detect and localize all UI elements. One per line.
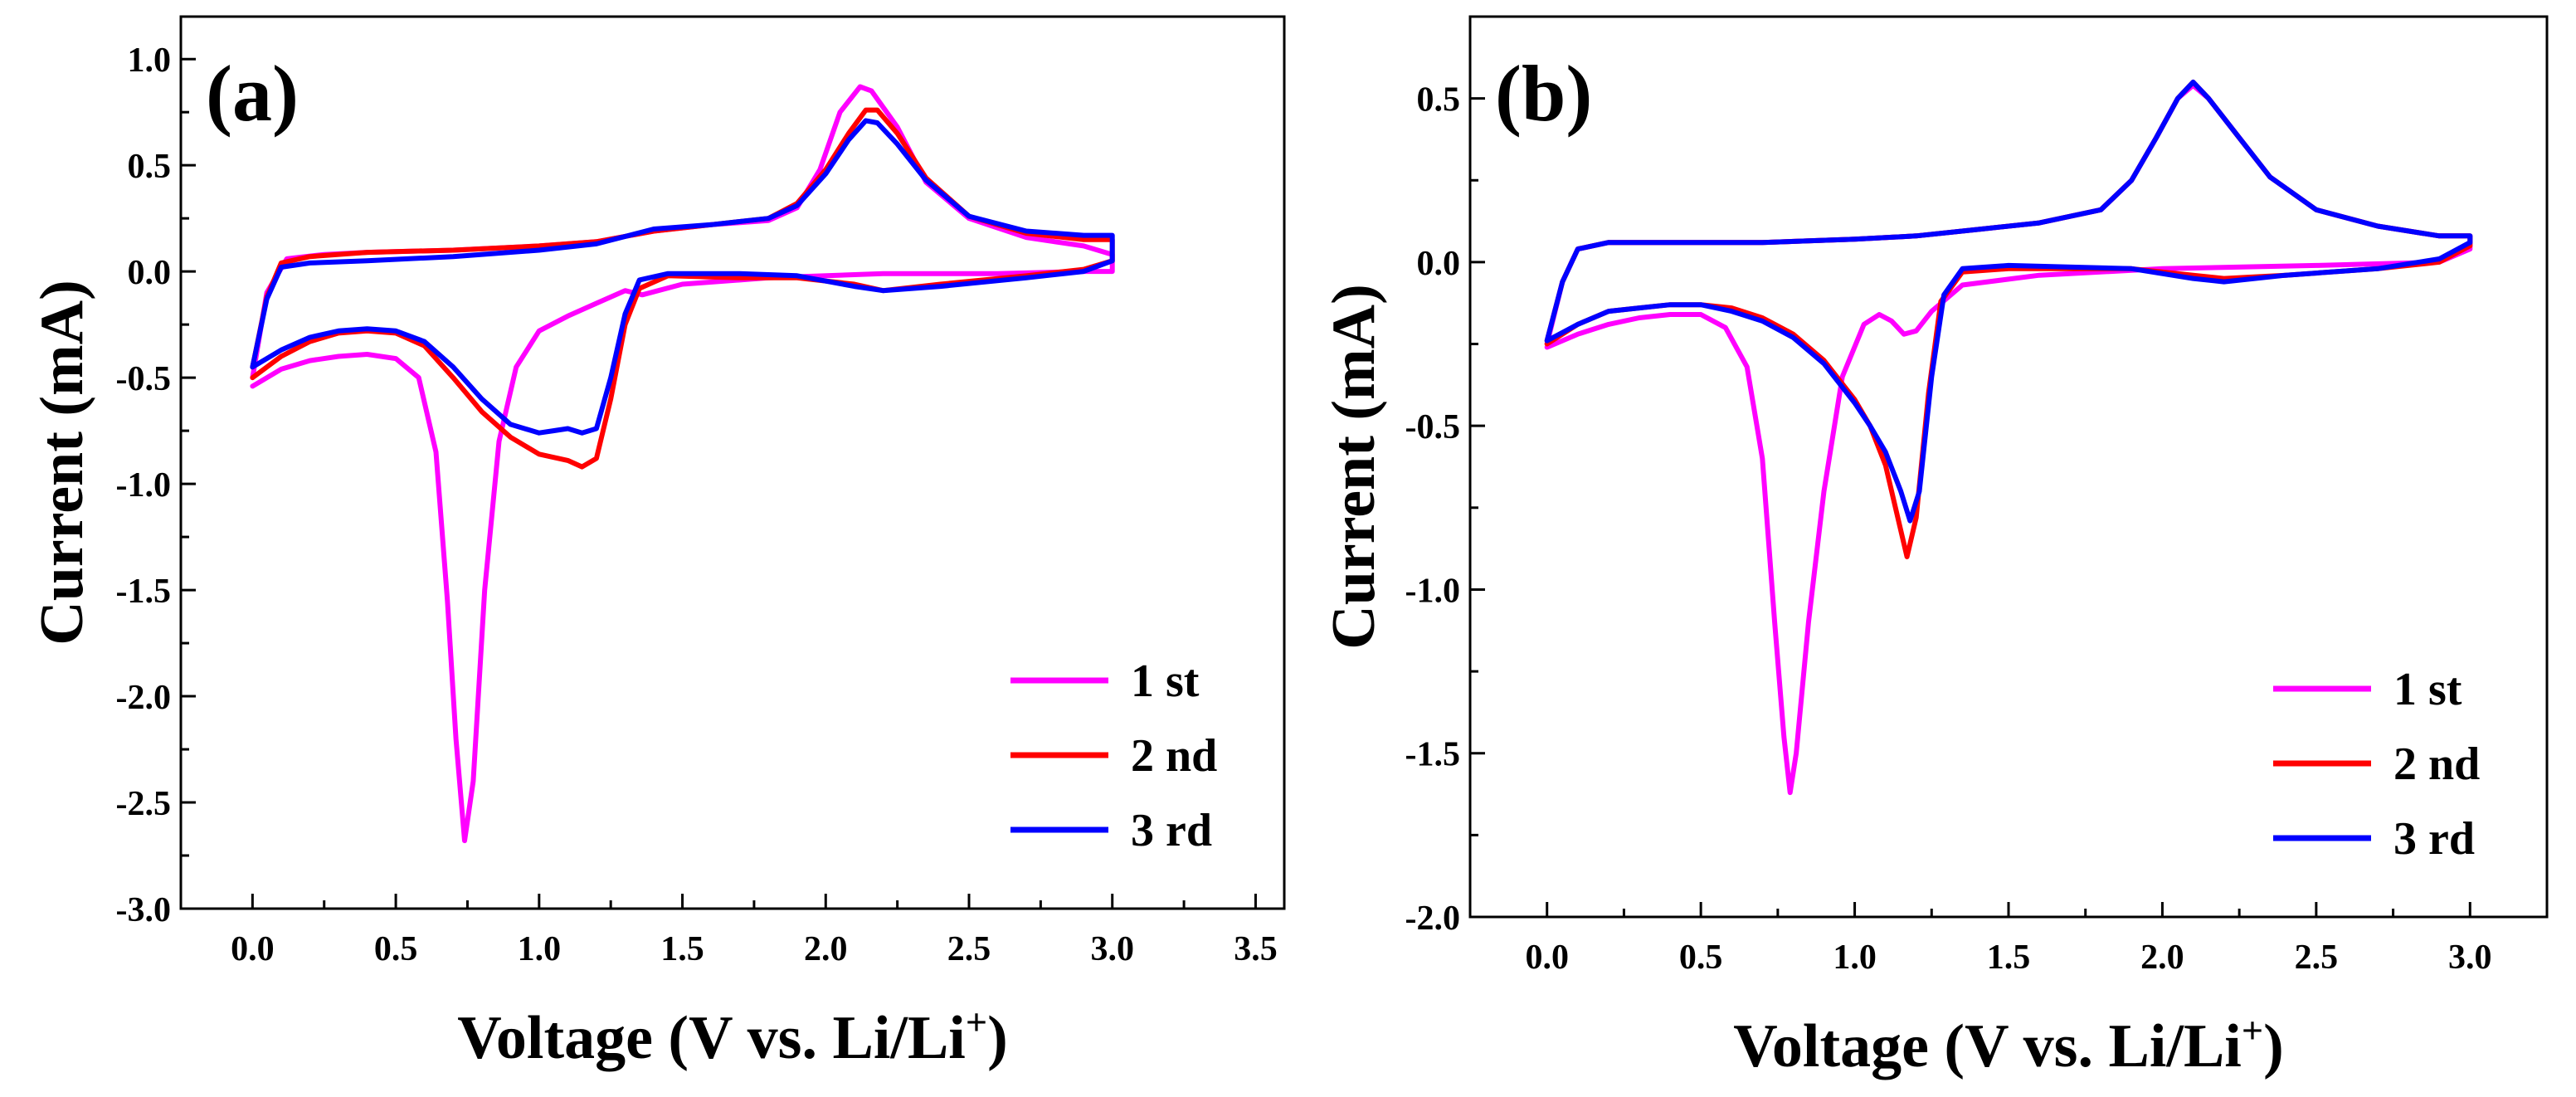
x-tick-label: 2.0 [804, 930, 848, 968]
legend-label: 3 rd [1131, 805, 1212, 856]
y-tick-label: -2.0 [1405, 900, 1461, 938]
x-tick-label: 2.0 [2140, 939, 2184, 977]
x-tick-label: 3.0 [2448, 939, 2492, 977]
x-tick-label: 1.5 [660, 930, 704, 968]
series-line-1st [250, 84, 1115, 844]
legend-label: 3 rd [2393, 813, 2475, 865]
x-tick-label: 1.5 [1987, 939, 2031, 977]
x-tick-label: 3.5 [1234, 930, 1278, 968]
legend-label: 2 nd [2393, 739, 2480, 790]
y-tick-label: 1.0 [128, 41, 172, 80]
legend: 1 st 2 nd 3 rd [2273, 664, 2480, 865]
x-tick-label: 0.5 [1679, 939, 1723, 977]
legend-label: 1 st [1131, 656, 1200, 707]
y-axis-title: Current (mA) [28, 280, 96, 645]
y-tick-label: -2.0 [116, 679, 172, 717]
y-tick-label: 0.0 [128, 254, 172, 292]
y-axis-title: Current (mA) [1320, 284, 1388, 649]
series-line-3rd [250, 118, 1115, 436]
x-tick-label: 3.0 [1090, 930, 1134, 968]
y-tick-label: 0.5 [1417, 81, 1461, 119]
x-tick-label: 0.0 [1525, 939, 1569, 977]
x-tick-label: 1.0 [518, 930, 562, 968]
y-tick-label: 0.5 [128, 148, 172, 186]
x-tick-label: 2.5 [947, 930, 991, 968]
y-tick-label: -1.0 [116, 466, 172, 505]
legend-label: 1 st [2393, 664, 2462, 715]
series-group [250, 84, 1115, 844]
legend-label: 2 nd [1131, 730, 1217, 782]
y-tick-label: -0.5 [116, 360, 172, 398]
x-axis-title: Voltage (V vs. Li/Li+) [1733, 1009, 2284, 1080]
plot-frame [1468, 15, 2549, 919]
series-line-2nd [1544, 79, 2473, 559]
series-line-3rd [1544, 79, 2473, 524]
chart-panel-1: 0.0 0.5 1.0 1.5 2.0 2.5 3.0 3.5 1.0 0.5 0.0 -0.5 -1.… [28, 15, 1286, 1072]
panel-label: (a) [206, 49, 299, 138]
y-tick-label: -1.5 [116, 573, 172, 611]
series-group [1544, 79, 2473, 796]
y-tick-label: -1.0 [1405, 572, 1461, 610]
x-tick-label: 1.0 [1833, 939, 1877, 977]
x-axis-title: Voltage (V vs. Li/Li+) [457, 1001, 1008, 1072]
y-tick-label: -2.5 [116, 785, 172, 823]
x-tick-label: 0.5 [374, 930, 418, 968]
y-tick-label: 0.0 [1417, 245, 1461, 283]
plot-frame [179, 15, 1286, 910]
y-tick-label: -0.5 [1405, 408, 1461, 446]
legend: 1 st 2 nd 3 rd [1010, 656, 1217, 856]
x-tick-label: 0.0 [231, 930, 275, 968]
chart-panel-2: 0.0 0.5 1.0 1.5 2.0 2.5 3.0 0.5 0.0 -0.5 -1.0 -1.5 -… [1320, 15, 2549, 1080]
y-tick-label: -1.5 [1405, 736, 1461, 774]
series-line-2nd [250, 107, 1115, 470]
panel-label: (b) [1495, 49, 1592, 138]
x-tick-label: 2.5 [2295, 939, 2339, 977]
y-tick-label: -3.0 [116, 891, 172, 929]
